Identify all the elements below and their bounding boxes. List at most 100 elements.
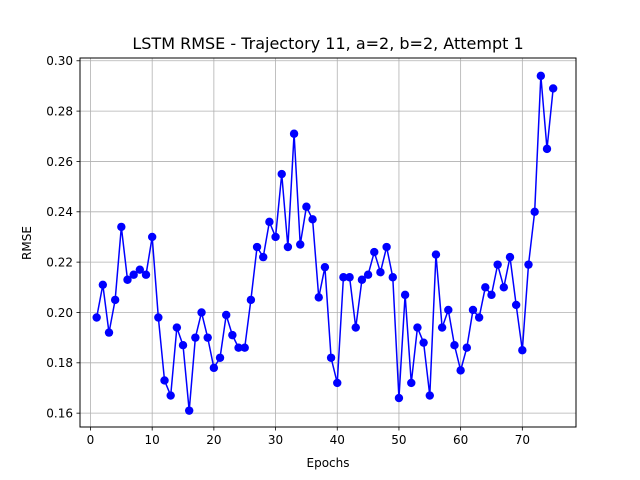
data-point (505, 252, 515, 262)
data-point (345, 273, 354, 282)
data-point (154, 313, 163, 322)
data-point (363, 270, 373, 279)
data-point (407, 378, 416, 388)
data-point (110, 295, 120, 305)
data-point (135, 265, 145, 274)
data-point (222, 310, 231, 320)
data-point (129, 270, 138, 279)
data-point (339, 273, 348, 282)
data-point (548, 84, 558, 93)
data-point (376, 268, 385, 277)
data-point (160, 376, 169, 385)
x-tick-label: 70 (515, 433, 530, 447)
data-point (370, 247, 379, 257)
y-tick-label: 0.22 (46, 255, 73, 269)
data-point (326, 353, 336, 362)
x-tick-label: 40 (330, 433, 345, 447)
data-point (388, 273, 397, 282)
data-point (487, 290, 496, 300)
data-point (474, 313, 484, 322)
data-point (228, 330, 237, 340)
data-point (178, 341, 188, 350)
x-tick-label: 20 (206, 433, 221, 447)
data-point (252, 242, 262, 252)
data-point (289, 129, 299, 138)
data-point (468, 305, 478, 315)
x-tick-label: 30 (268, 433, 283, 447)
y-axis-label: RMSE (20, 226, 34, 260)
data-point (530, 207, 539, 216)
data-point (394, 393, 404, 403)
y-tick-label: 0.24 (46, 205, 73, 219)
plot-frame (79, 57, 577, 428)
data-point (425, 391, 434, 400)
data-point (209, 363, 219, 373)
data-point (493, 260, 502, 269)
data-point (166, 391, 175, 400)
data-point (524, 260, 533, 269)
data-point (437, 323, 447, 332)
data-point (511, 300, 521, 310)
data-point (246, 295, 256, 305)
data-point (92, 313, 101, 322)
data-point (123, 275, 132, 284)
data-point (234, 343, 243, 352)
chart-title: LSTM RMSE - Trajectory 11, a=2, b=2, Att… (132, 34, 523, 53)
data-point (147, 232, 157, 242)
x-tick-label: 60 (453, 433, 468, 447)
data-point (191, 333, 200, 342)
data-point (462, 343, 472, 352)
data-point (450, 341, 459, 350)
y-tick-label: 0.28 (46, 104, 73, 118)
y-tick-label: 0.30 (46, 54, 73, 68)
data-point (283, 242, 293, 252)
y-tick-label: 0.16 (46, 406, 73, 420)
data-point (444, 305, 453, 315)
axis-ticks: 0 10 20 30 40 50 60 70 0.16 0.18 0.20 0.22 0.24 0.26 0… (46, 54, 530, 447)
data-point (271, 232, 280, 242)
data-point (413, 323, 422, 332)
grid-lines (80, 58, 576, 427)
data-point (542, 144, 552, 154)
data-point (265, 217, 274, 227)
y-tick-label: 0.26 (46, 155, 73, 169)
data-point (197, 308, 206, 317)
y-tick-label: 0.18 (46, 356, 73, 370)
data-point (98, 280, 108, 289)
x-axis-label: Epochs (307, 456, 350, 470)
x-tick-label: 0 (87, 433, 95, 447)
x-tick-label: 50 (391, 433, 406, 447)
data-point (333, 378, 342, 388)
data-point (499, 283, 509, 292)
data-point (456, 366, 465, 375)
data-point (302, 202, 311, 211)
data-point (320, 262, 330, 272)
data-point (141, 270, 151, 279)
series-layer (92, 71, 558, 415)
data-point (419, 338, 428, 347)
data-point (400, 290, 410, 300)
data-point (203, 333, 212, 342)
data-point (357, 275, 367, 284)
data-point (536, 71, 546, 81)
data-point (117, 222, 126, 232)
data-point (351, 323, 360, 332)
data-point (308, 215, 317, 224)
x-tick-label: 10 (145, 433, 160, 447)
data-point (240, 343, 249, 352)
data-point (481, 283, 490, 292)
data-point (314, 293, 323, 302)
data-point (184, 406, 194, 415)
data-point (296, 240, 305, 249)
data-point (518, 346, 527, 355)
data-point (431, 250, 441, 259)
y-tick-label: 0.20 (46, 306, 73, 320)
data-point (259, 252, 268, 262)
data-point (172, 323, 182, 332)
data-point (104, 328, 114, 337)
data-point (382, 242, 391, 252)
data-point (215, 353, 225, 362)
data-point (277, 169, 286, 179)
